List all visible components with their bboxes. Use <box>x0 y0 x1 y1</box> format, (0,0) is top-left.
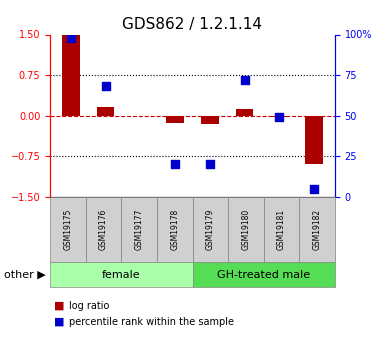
Text: other ▶: other ▶ <box>5 270 46 279</box>
Text: female: female <box>102 270 141 279</box>
Bar <box>305 116 323 164</box>
Bar <box>62 34 80 116</box>
Bar <box>201 116 219 124</box>
Text: GSM19175: GSM19175 <box>64 209 72 250</box>
Text: ■: ■ <box>54 301 64 311</box>
Text: log ratio: log ratio <box>69 301 109 311</box>
Text: GSM19179: GSM19179 <box>206 209 215 250</box>
Point <box>68 35 74 40</box>
Text: GSM19178: GSM19178 <box>170 209 179 250</box>
Text: GH-treated male: GH-treated male <box>217 270 310 279</box>
Point <box>311 186 317 191</box>
Text: GSM19176: GSM19176 <box>99 209 108 250</box>
Point <box>207 161 213 167</box>
Text: GSM19177: GSM19177 <box>135 209 144 250</box>
Point <box>172 161 178 167</box>
Point <box>241 77 248 83</box>
Bar <box>97 108 114 116</box>
Bar <box>166 116 184 122</box>
Bar <box>271 116 288 117</box>
Bar <box>236 109 253 116</box>
Text: GSM19181: GSM19181 <box>277 209 286 250</box>
Text: ■: ■ <box>54 317 64 326</box>
Point <box>102 83 109 89</box>
Title: GDS862 / 1.2.1.14: GDS862 / 1.2.1.14 <box>122 17 263 32</box>
Point <box>276 115 283 120</box>
Text: percentile rank within the sample: percentile rank within the sample <box>69 317 234 326</box>
Text: GSM19182: GSM19182 <box>313 209 321 250</box>
Text: GSM19180: GSM19180 <box>241 209 250 250</box>
